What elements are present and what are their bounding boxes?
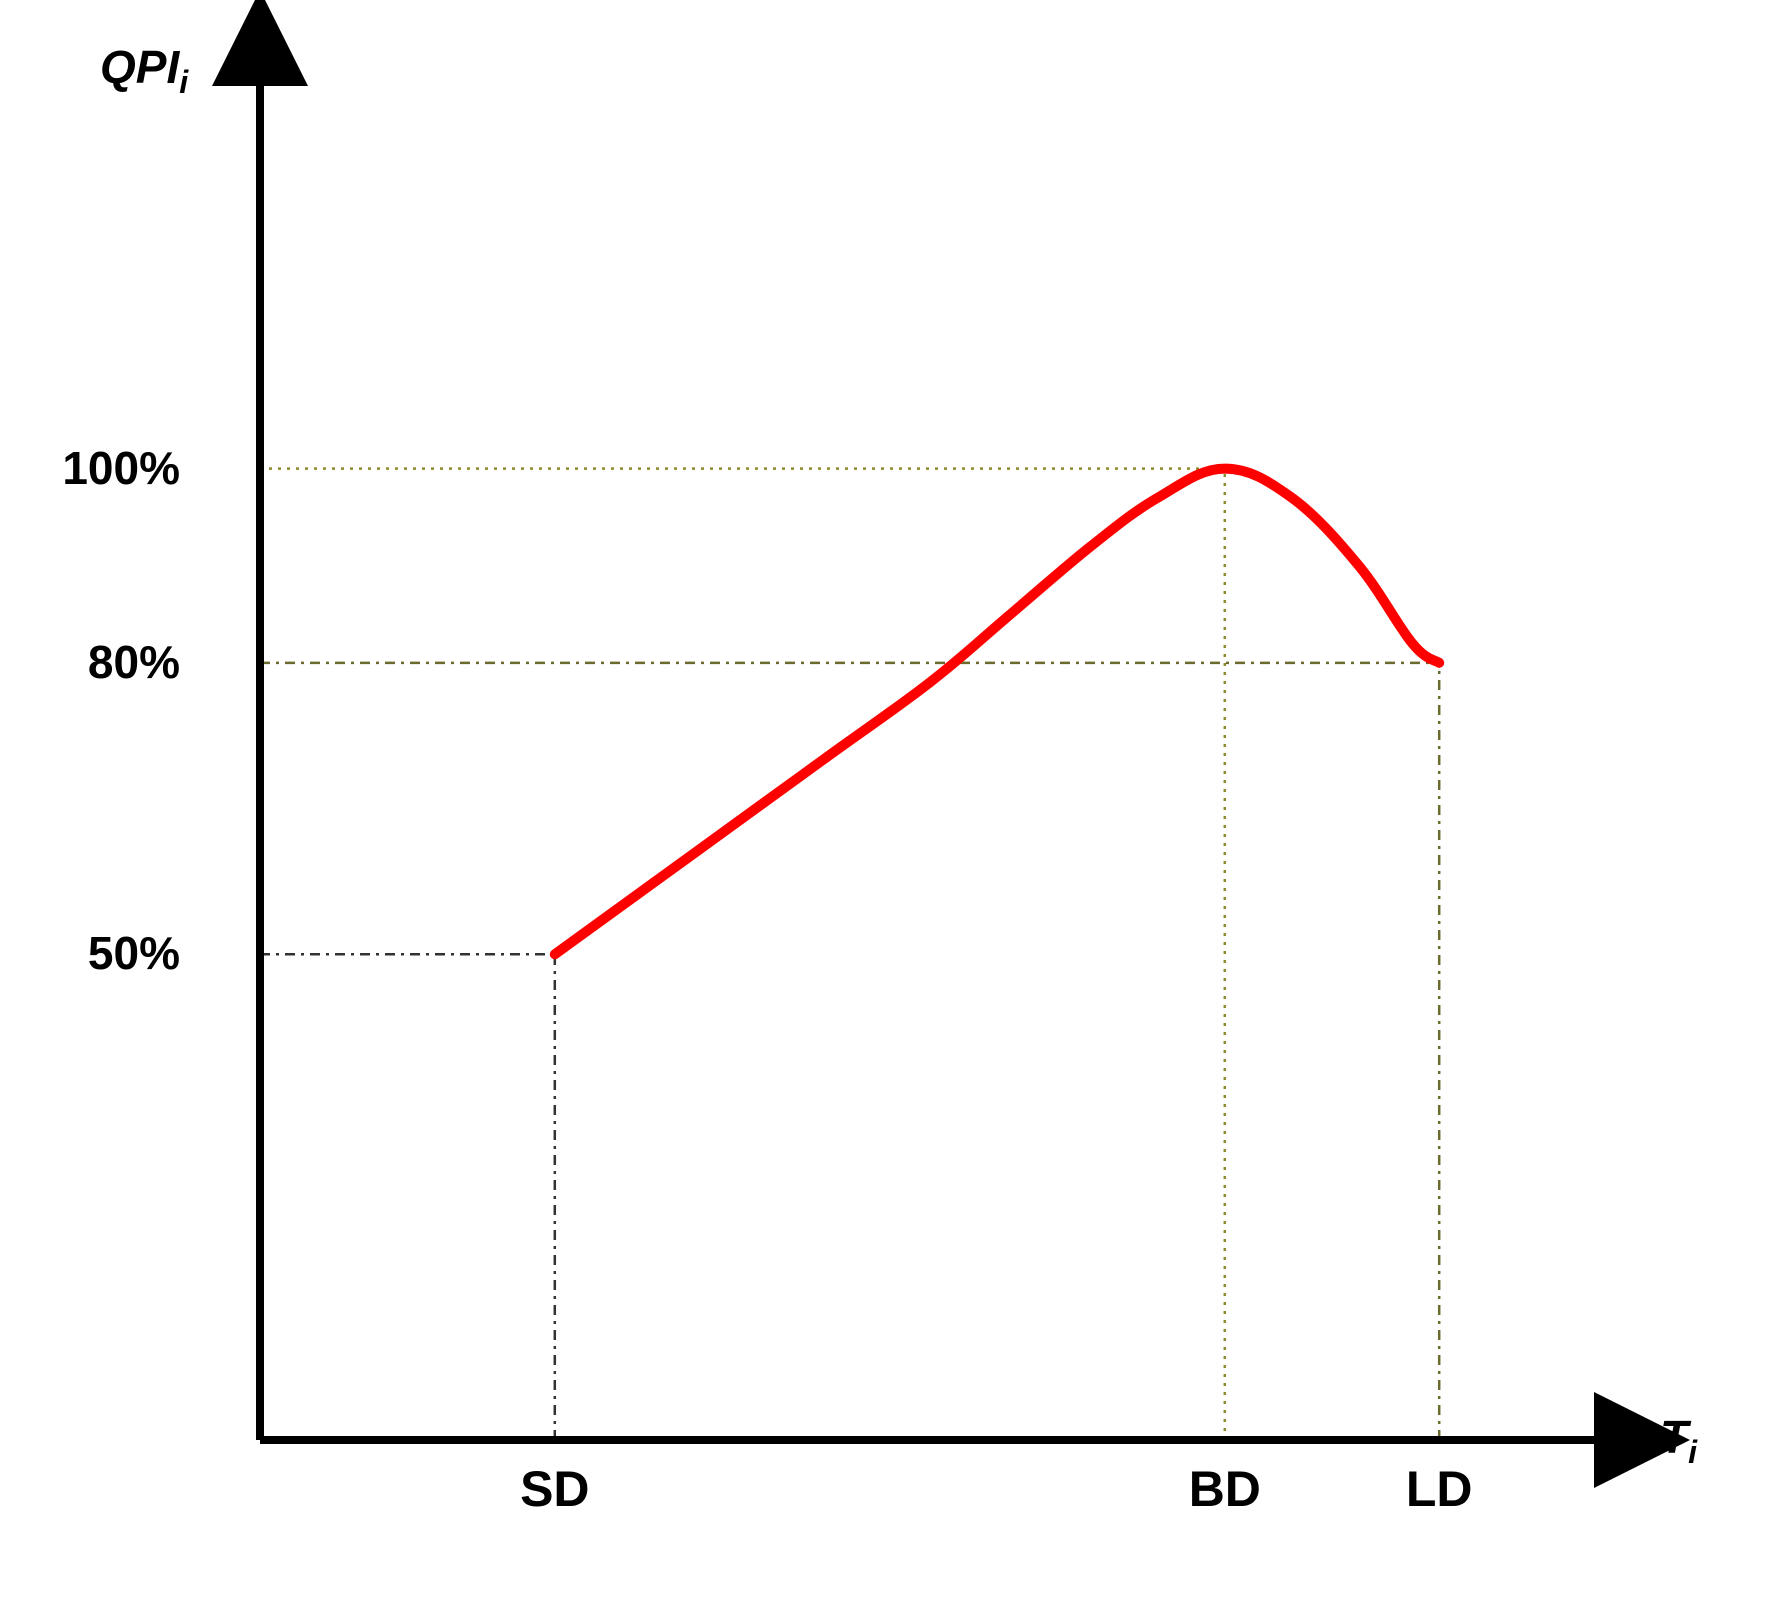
y-axis-label-sub: i bbox=[179, 64, 188, 100]
x-axis-label: Ti bbox=[1660, 1410, 1697, 1471]
y-tick-50: 50% bbox=[40, 926, 180, 980]
x-axis-label-main: T bbox=[1660, 1411, 1688, 1463]
x-tick-ld: LD bbox=[1389, 1460, 1489, 1518]
y-tick-100: 100% bbox=[40, 441, 180, 495]
chart-container: QPIi Ti 100% 80% 50% SD BD LD bbox=[0, 0, 1772, 1601]
y-axis-label-main: QPI bbox=[100, 41, 179, 93]
y-tick-80: 80% bbox=[40, 635, 180, 689]
y-axis-label: QPIi bbox=[100, 40, 188, 101]
x-axis-label-sub: i bbox=[1688, 1434, 1697, 1470]
chart-svg bbox=[0, 0, 1772, 1601]
x-tick-bd: BD bbox=[1175, 1460, 1275, 1518]
x-tick-sd: SD bbox=[505, 1460, 605, 1518]
